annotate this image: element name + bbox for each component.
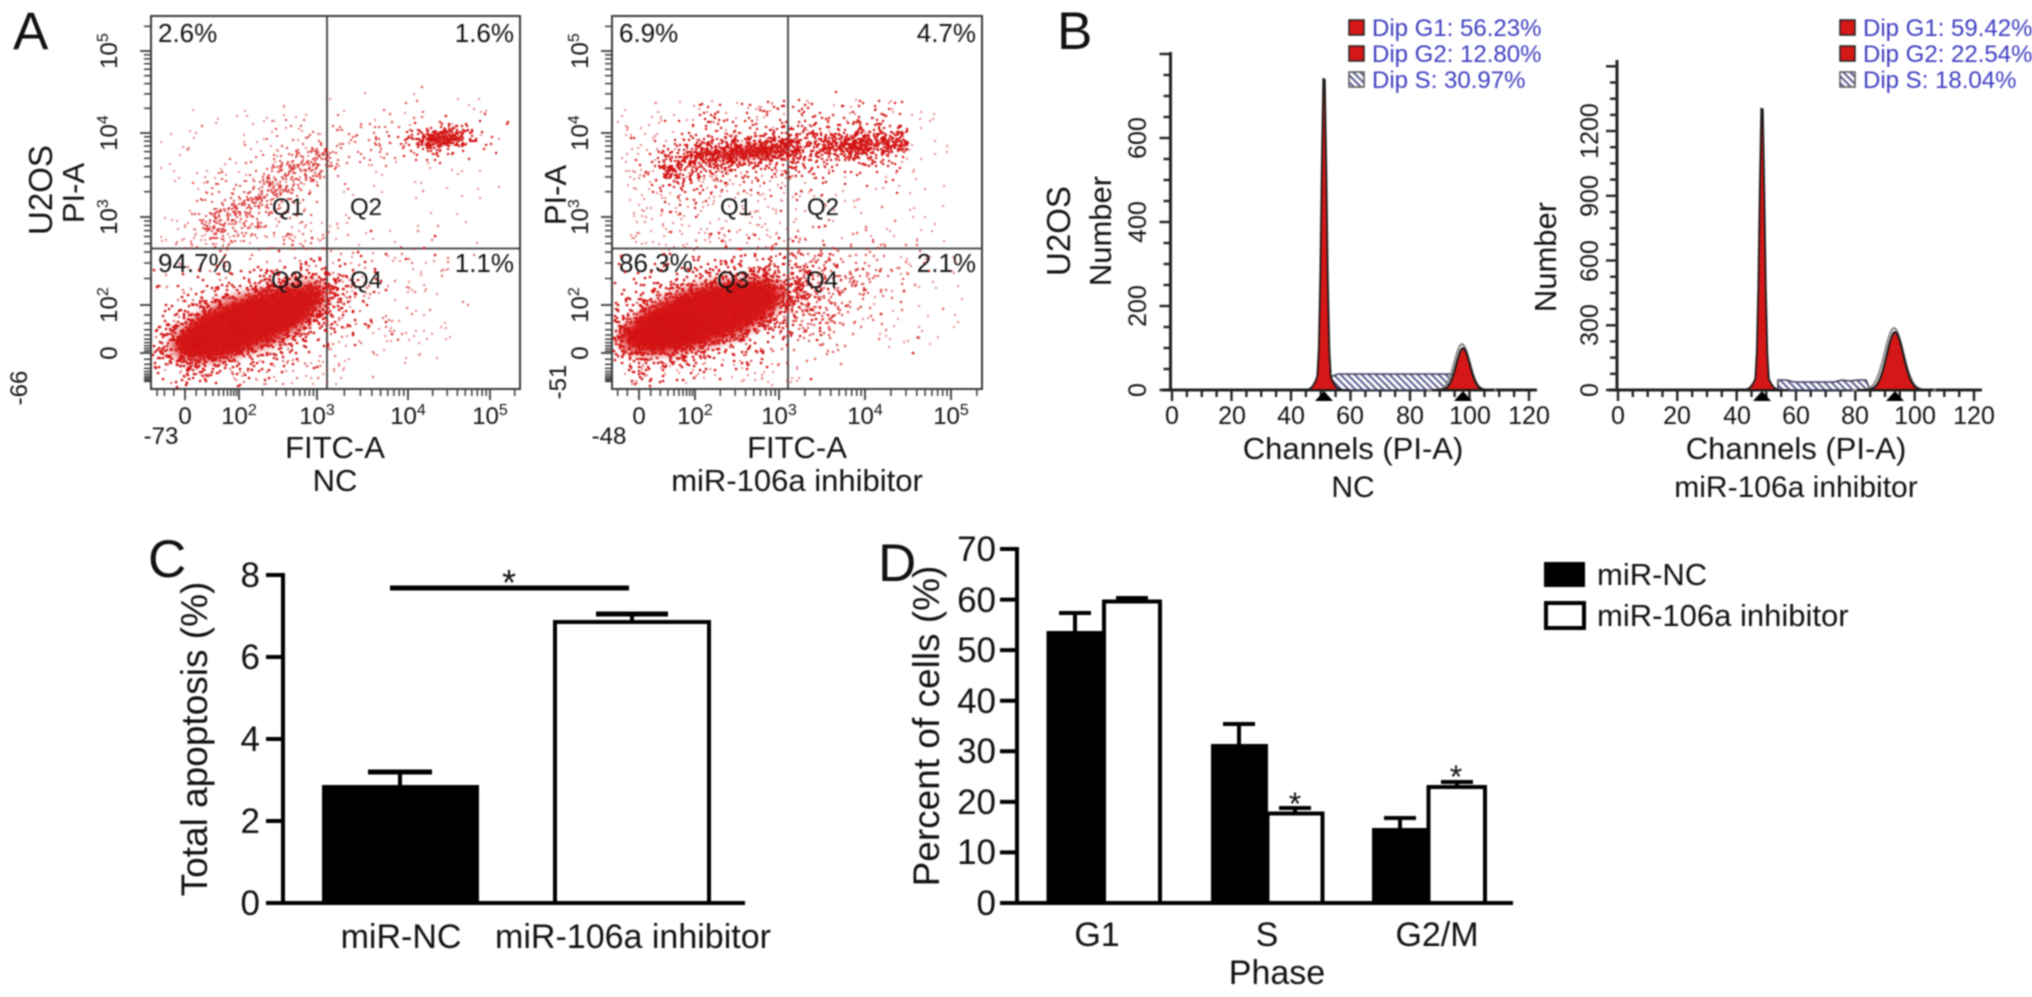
svg-text:FITC-A: FITC-A xyxy=(747,430,847,465)
svg-text:Q1: Q1 xyxy=(720,194,752,221)
svg-text:6.9%: 6.9% xyxy=(619,18,678,48)
svg-text:1200: 1200 xyxy=(1576,103,1604,159)
svg-text:-51: -51 xyxy=(545,365,572,400)
svg-text:4.7%: 4.7% xyxy=(917,18,976,48)
svg-text:PI-A: PI-A xyxy=(56,163,91,224)
svg-text:miR-106a inhibitor: miR-106a inhibitor xyxy=(495,918,771,956)
svg-text:NC: NC xyxy=(313,463,358,498)
svg-text:miR-106a inhibitor: miR-106a inhibitor xyxy=(1674,471,1917,504)
svg-text:0: 0 xyxy=(632,403,645,430)
svg-text:Q3: Q3 xyxy=(271,267,303,294)
svg-text:2: 2 xyxy=(241,802,260,841)
svg-text:-73: -73 xyxy=(144,423,179,450)
svg-text:0: 0 xyxy=(977,884,996,923)
svg-text:70: 70 xyxy=(957,530,996,569)
svg-text:-66: -66 xyxy=(6,371,33,406)
svg-text:Q1: Q1 xyxy=(272,194,304,221)
svg-text:Dip S: 30.97%: Dip S: 30.97% xyxy=(1372,67,1525,94)
svg-text:Dip S: 18.04%: Dip S: 18.04% xyxy=(1863,67,2016,94)
svg-text:60: 60 xyxy=(1336,402,1364,430)
svg-text:D: D xyxy=(878,534,916,593)
svg-text:0: 0 xyxy=(1165,402,1179,430)
svg-text:Number: Number xyxy=(1083,176,1118,286)
svg-text:*: * xyxy=(1450,759,1462,795)
svg-text:*: * xyxy=(502,562,516,603)
svg-text:104: 104 xyxy=(847,402,883,430)
svg-text:0: 0 xyxy=(567,346,594,359)
svg-text:miR-NC: miR-NC xyxy=(341,918,462,956)
svg-text:100: 100 xyxy=(1449,402,1491,430)
svg-text:Q4: Q4 xyxy=(806,267,838,294)
svg-text:Dip G1: 59.42%: Dip G1: 59.42% xyxy=(1863,15,2032,42)
svg-text:400: 400 xyxy=(1124,201,1152,243)
svg-text:miR-NC: miR-NC xyxy=(1597,557,1707,592)
svg-text:Dip G1: 56.23%: Dip G1: 56.23% xyxy=(1372,15,1541,42)
svg-text:600: 600 xyxy=(1576,240,1604,282)
svg-text:0: 0 xyxy=(1611,402,1625,430)
svg-text:U2OS: U2OS xyxy=(1040,186,1077,276)
svg-text:2.1%: 2.1% xyxy=(917,248,976,278)
svg-text:FITC-A: FITC-A xyxy=(285,430,385,465)
svg-text:G2/M: G2/M xyxy=(1395,916,1478,954)
svg-text:0: 0 xyxy=(241,884,260,923)
svg-text:40: 40 xyxy=(1723,402,1751,430)
svg-text:200: 200 xyxy=(1124,285,1152,327)
svg-text:0: 0 xyxy=(1576,383,1604,397)
svg-text:1.6%: 1.6% xyxy=(455,18,514,48)
svg-text:Channels (PI-A): Channels (PI-A) xyxy=(1686,431,1907,466)
svg-text:8: 8 xyxy=(241,556,260,595)
svg-text:Channels (PI-A): Channels (PI-A) xyxy=(1243,431,1464,466)
svg-text:6: 6 xyxy=(241,638,260,677)
svg-text:Dip G2: 12.80%: Dip G2: 12.80% xyxy=(1372,41,1541,68)
svg-text:20: 20 xyxy=(1218,402,1246,430)
svg-text:B: B xyxy=(1057,2,1092,61)
svg-text:PI-A: PI-A xyxy=(538,165,573,226)
svg-text:Q3: Q3 xyxy=(717,267,749,294)
svg-text:20: 20 xyxy=(957,783,996,822)
svg-text:A: A xyxy=(13,2,49,61)
svg-text:2.6%: 2.6% xyxy=(158,18,217,48)
svg-text:104: 104 xyxy=(566,115,594,151)
svg-text:10: 10 xyxy=(957,833,996,872)
svg-text:G1: G1 xyxy=(1074,916,1119,954)
svg-text:102: 102 xyxy=(95,287,123,323)
svg-text:20: 20 xyxy=(1663,402,1691,430)
svg-text:1.1%: 1.1% xyxy=(455,248,514,278)
svg-text:Total apoptosis (%): Total apoptosis (%) xyxy=(174,582,215,897)
svg-text:Percent of cells (%): Percent of cells (%) xyxy=(906,566,947,887)
svg-text:120: 120 xyxy=(1508,402,1550,430)
svg-text:100: 100 xyxy=(1894,402,1936,430)
svg-text:Phase: Phase xyxy=(1229,954,1325,992)
svg-text:Q2: Q2 xyxy=(350,194,382,221)
svg-text:Number: Number xyxy=(1528,202,1563,312)
svg-text:C: C xyxy=(148,530,186,589)
svg-text:0: 0 xyxy=(1124,383,1152,397)
svg-text:NC: NC xyxy=(1331,471,1374,504)
svg-text:miR-106a inhibitor: miR-106a inhibitor xyxy=(1597,598,1849,633)
svg-text:50: 50 xyxy=(957,631,996,670)
svg-text:-48: -48 xyxy=(592,423,627,450)
svg-text:94.7%: 94.7% xyxy=(158,248,232,278)
svg-text:4: 4 xyxy=(241,720,260,759)
svg-text:0: 0 xyxy=(96,346,123,359)
svg-text:80: 80 xyxy=(1841,402,1869,430)
svg-text:U2OS: U2OS xyxy=(22,145,59,235)
svg-text:0: 0 xyxy=(178,403,191,430)
svg-text:30: 30 xyxy=(957,732,996,771)
svg-text:60: 60 xyxy=(1782,402,1810,430)
svg-text:miR-106a inhibitor: miR-106a inhibitor xyxy=(671,463,923,498)
svg-text:600: 600 xyxy=(1124,117,1152,159)
svg-text:*: * xyxy=(1289,786,1301,822)
svg-text:120: 120 xyxy=(1953,402,1995,430)
svg-text:S: S xyxy=(1256,916,1279,954)
svg-text:80: 80 xyxy=(1396,402,1424,430)
svg-text:40: 40 xyxy=(957,682,996,721)
svg-text:Dip G2: 22.54%: Dip G2: 22.54% xyxy=(1863,41,2032,68)
svg-text:Q4: Q4 xyxy=(350,267,382,294)
svg-text:40: 40 xyxy=(1277,402,1305,430)
svg-text:60: 60 xyxy=(957,581,996,620)
svg-text:300: 300 xyxy=(1576,304,1604,346)
svg-text:Q2: Q2 xyxy=(807,194,839,221)
svg-text:900: 900 xyxy=(1576,175,1604,217)
